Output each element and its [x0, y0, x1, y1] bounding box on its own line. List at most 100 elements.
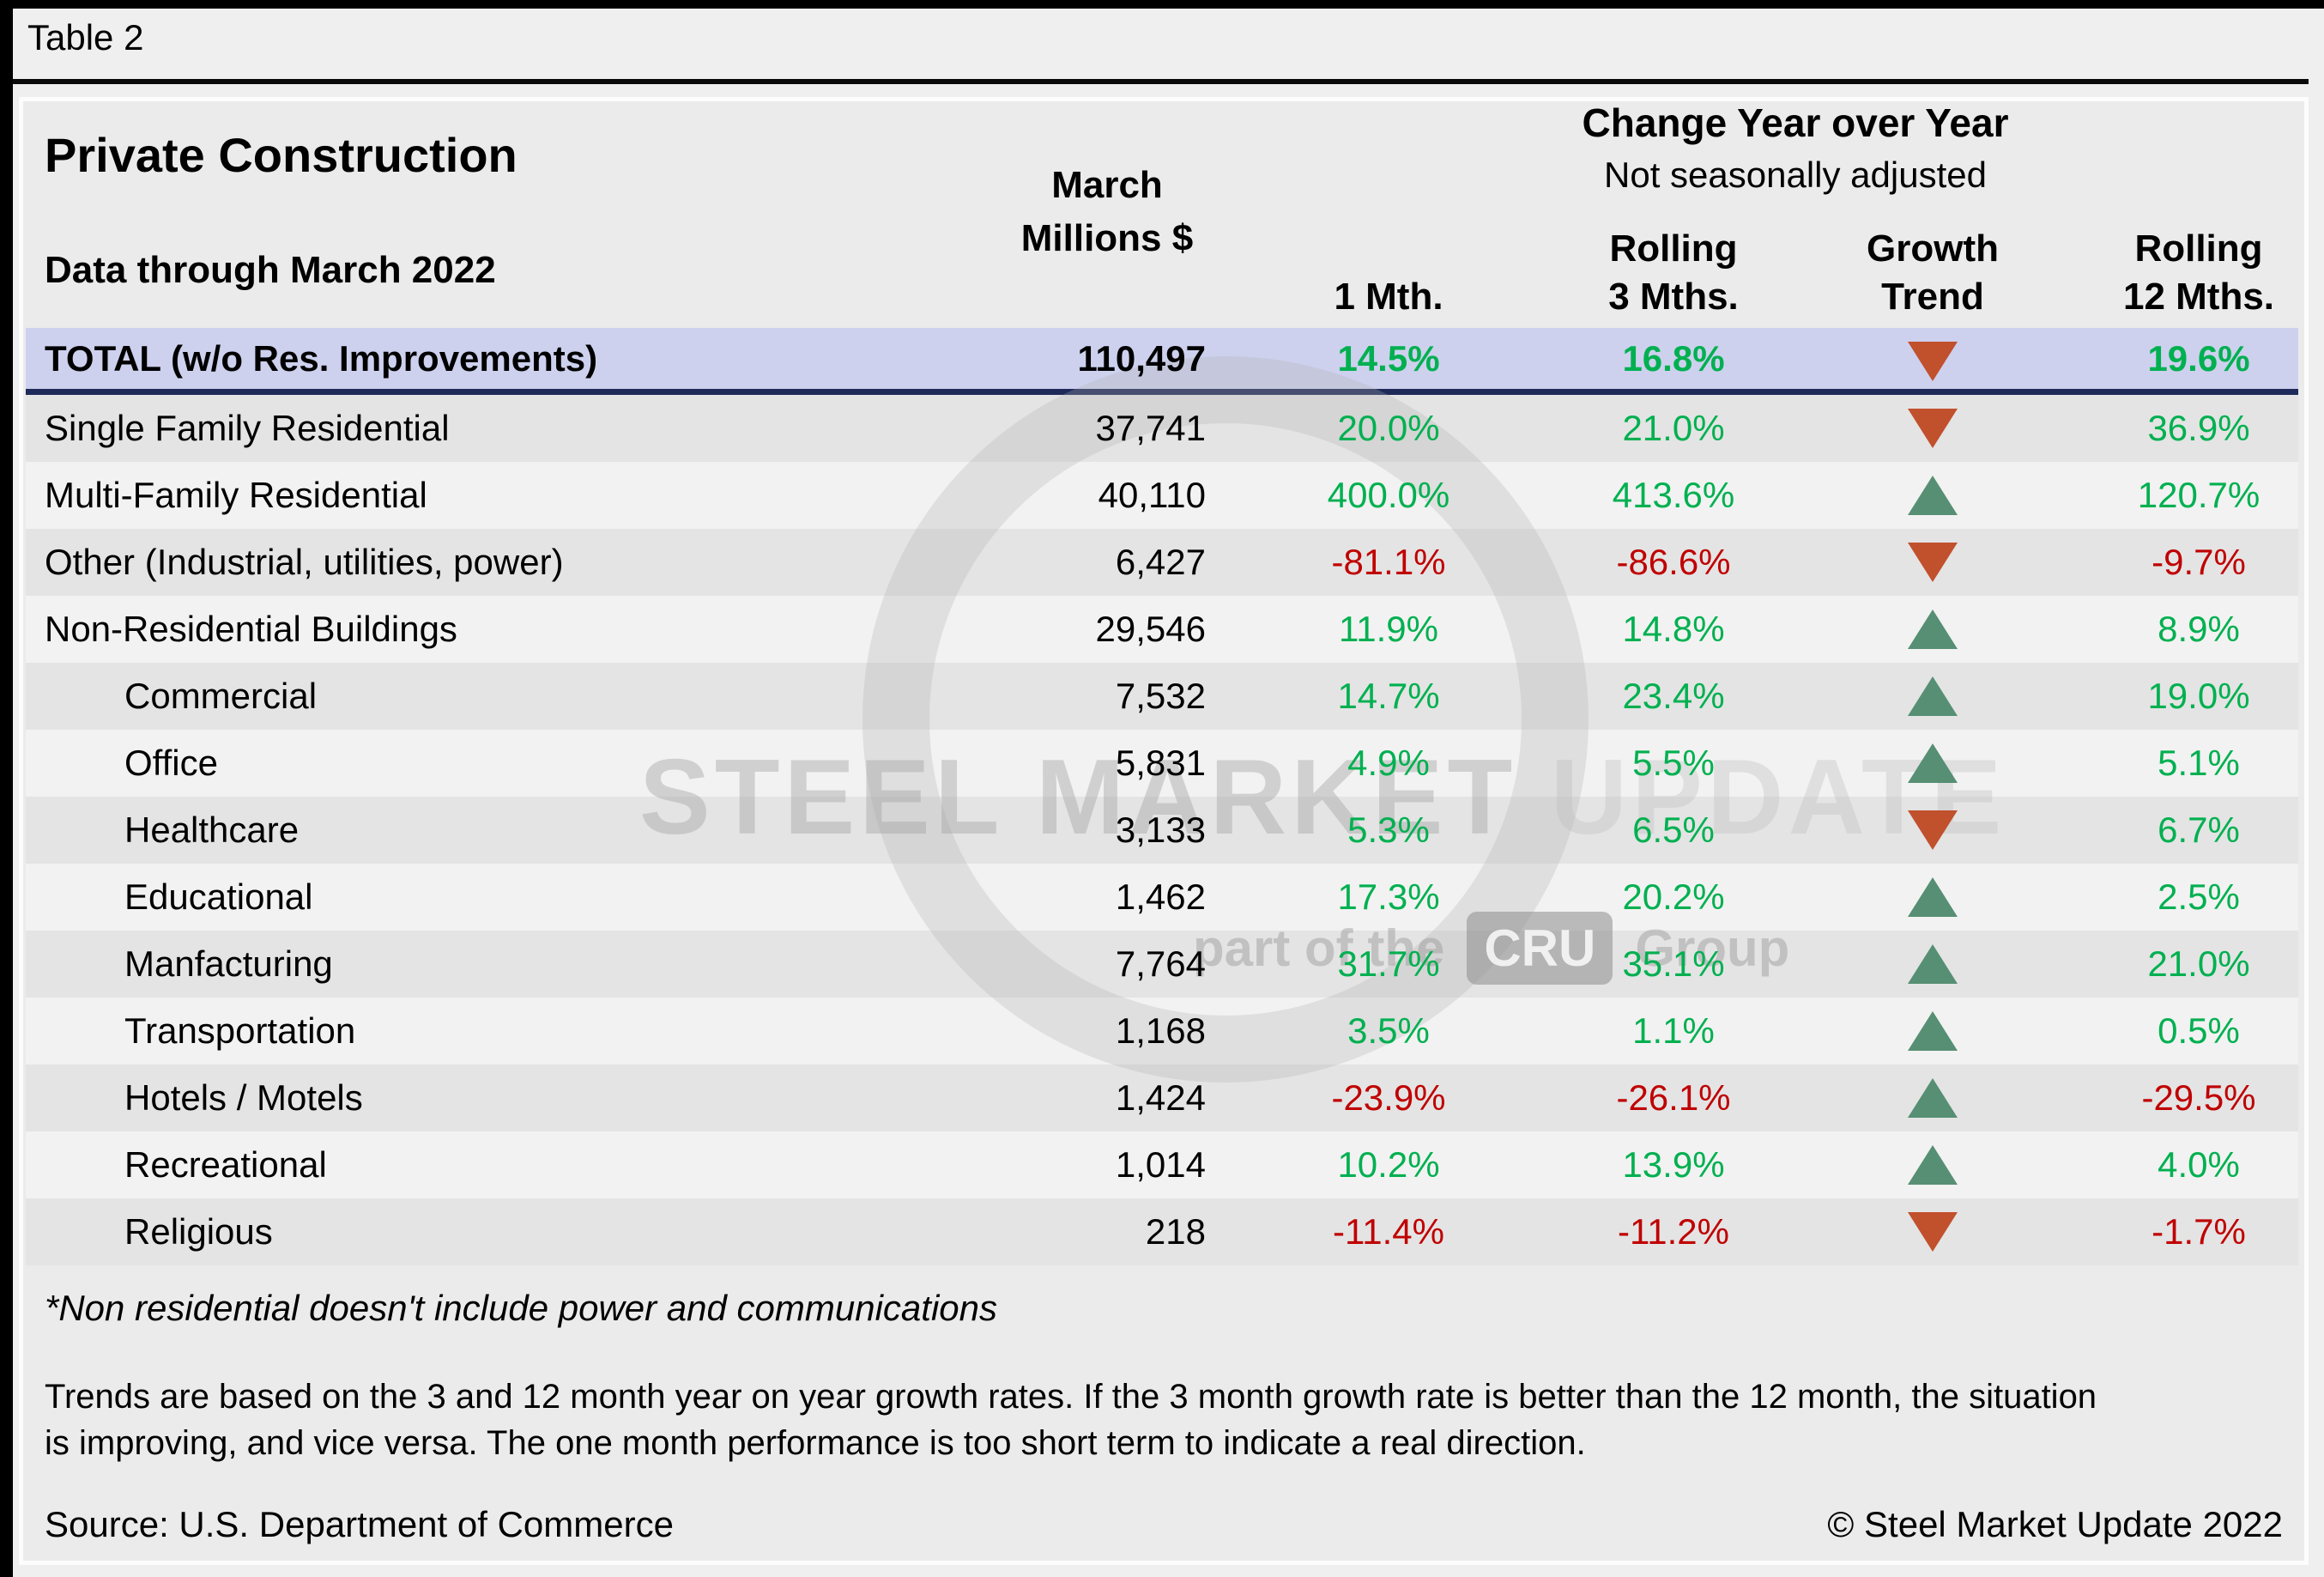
table-number-label: Table 2	[27, 17, 144, 58]
growth-trend-cell	[1804, 663, 2061, 730]
trend-up-icon	[1908, 1145, 1958, 1185]
col-march-value: 37,741	[1095, 408, 1206, 448]
column-header-march-millions: March Millions $	[935, 159, 1279, 265]
col-roll3-value: 21.0%	[1622, 408, 1725, 448]
copyright-notice: © Steel Market Update 2022	[1827, 1504, 2283, 1544]
col-1mth-value: 3.5%	[1347, 1010, 1430, 1051]
col-roll3-value: 14.8%	[1622, 609, 1725, 649]
row-label: Commercial	[124, 676, 318, 716]
col-march-value: 218	[1145, 1211, 1206, 1252]
col-roll12-value: 19.6%	[2147, 338, 2250, 379]
col-1mth-value: 5.3%	[1347, 810, 1430, 850]
table-row: Other (Industrial, utilities, power) 6,42…	[26, 529, 2298, 596]
col-roll3-value: 413.6%	[1612, 475, 1735, 515]
table-row: Transportation 1,168 3.5% 1.1% 0.5%	[26, 998, 2298, 1064]
col-roll12-value: -29.5%	[2141, 1077, 2256, 1118]
col-1mth-value: 14.7%	[1337, 676, 1440, 716]
col-1mth-value: 400.0%	[1327, 475, 1450, 515]
row-label: Manfacturing	[124, 943, 333, 984]
row-label: TOTAL (w/o Res. Improvements)	[45, 338, 598, 379]
trend-up-icon	[1908, 743, 1958, 783]
col-roll3-value: 6.5%	[1632, 810, 1715, 850]
column-header-growth-trend-line2: Trend	[1881, 276, 1984, 318]
non-residential-footnote: *Non residential doesn't include power a…	[45, 1288, 997, 1328]
col-march-value: 1,014	[1115, 1144, 1206, 1185]
column-header-rolling-12mths-line2: 12 Mths.	[2122, 276, 2275, 318]
growth-trend-cell	[1804, 931, 2061, 998]
column-header-rolling-3mths-line1: Rolling	[1609, 227, 1738, 270]
col-1mth-value: -23.9%	[1331, 1077, 1446, 1118]
table-row: Commercial 7,532 14.7% 23.4% 19.0%	[26, 663, 2298, 730]
row-label: Transportation	[124, 1010, 356, 1051]
growth-trend-cell	[1804, 1131, 2061, 1198]
col-roll3-value: -26.1%	[1616, 1077, 1731, 1118]
row-label: Religious	[124, 1211, 273, 1252]
row-label: Multi-Family Residential	[45, 475, 427, 515]
growth-trend-cell	[1804, 1064, 2061, 1131]
col-roll3-value: 35.1%	[1622, 943, 1725, 984]
table-row: Recreational 1,014 10.2% 13.9% 4.0%	[26, 1131, 2298, 1198]
trend-up-icon	[1908, 610, 1958, 649]
col-roll12-value: 0.5%	[2158, 1010, 2240, 1051]
column-header-march-line2: Millions $	[1020, 217, 1194, 259]
growth-trend-cell	[1804, 998, 2061, 1064]
col-roll3-value: 5.5%	[1632, 743, 1715, 783]
row-label: Single Family Residential	[45, 408, 450, 448]
col-march-value: 7,764	[1115, 943, 1206, 984]
trend-up-icon	[1908, 877, 1958, 917]
row-label: Healthcare	[124, 810, 300, 850]
growth-trend-cell	[1804, 462, 2061, 529]
trend-up-icon	[1908, 676, 1958, 716]
col-roll12-value: -9.7%	[2152, 542, 2246, 582]
page-title: Private Construction	[45, 128, 517, 182]
table-row: Healthcare 3,133 5.3% 6.5% 6.7%	[26, 797, 2298, 864]
trend-up-icon	[1908, 476, 1958, 515]
col-1mth-value: 10.2%	[1337, 1144, 1440, 1185]
growth-trend-cell	[1804, 395, 2061, 462]
col-march-value: 1,462	[1115, 876, 1206, 917]
col-march-value: 1,424	[1115, 1077, 1206, 1118]
column-header-growth-trend-line1: Growth	[1867, 227, 1999, 270]
growth-trend-cell	[1804, 596, 2061, 663]
col-roll3-value: -11.2%	[1618, 1211, 1729, 1252]
col-1mth-value: 11.9%	[1339, 609, 1438, 649]
col-1mth-value: 31.7%	[1337, 943, 1440, 984]
column-header-march-line1: March	[1051, 164, 1163, 206]
growth-trend-cell	[1804, 864, 2061, 931]
growth-trend-cell	[1804, 1198, 2061, 1265]
col-roll12-value: 5.1%	[2158, 743, 2240, 783]
growth-trend-cell	[1804, 328, 2061, 395]
growth-trend-cell	[1804, 797, 2061, 864]
col-roll3-value: -86.6%	[1616, 542, 1731, 582]
table-row: TOTAL (w/o Res. Improvements) 110,497 14.5…	[26, 328, 2298, 395]
trend-down-icon	[1908, 543, 1958, 582]
trends-explanation: Trends are based on the 3 and 12 month y…	[45, 1374, 2276, 1466]
header-divider-rule	[13, 79, 2309, 84]
col-march-value: 5,831	[1115, 743, 1206, 783]
col-1mth-value: -81.1%	[1331, 542, 1446, 582]
row-label: Recreational	[124, 1144, 327, 1185]
col-roll3-value: 1.1%	[1632, 1010, 1715, 1051]
table-row: Educational 1,462 17.3% 20.2% 2.5%	[26, 864, 2298, 931]
trend-down-icon	[1908, 409, 1958, 448]
col-march-value: 40,110	[1098, 475, 1206, 515]
col-1mth-value: 20.0%	[1337, 408, 1440, 448]
column-header-rolling-12mths-line1: Rolling	[2134, 227, 2263, 270]
row-label: Educational	[124, 876, 313, 917]
col-roll3-value: 20.2%	[1622, 876, 1725, 917]
trend-up-icon	[1908, 1078, 1958, 1118]
trend-down-icon	[1908, 1212, 1958, 1252]
table-row: Non-Residential Buildings 29,546 11.9% 14.8…	[26, 596, 2298, 663]
column-header-growth-trend: Growth Trend	[1804, 225, 2061, 321]
table-row: Hotels / Motels 1,424 -23.9% -26.1% -29.5%	[26, 1064, 2298, 1131]
col-march-value: 29,546	[1095, 609, 1206, 649]
change-yoy-subtitle: Not seasonally adjusted	[1604, 155, 1987, 195]
row-label: Non-Residential Buildings	[45, 609, 457, 649]
row-label: Office	[124, 743, 218, 783]
col-roll3-value: 23.4%	[1622, 676, 1725, 716]
column-header-rolling-12mths: Rolling 12 Mths.	[2070, 225, 2324, 321]
row-label: Other (Industrial, utilities, power)	[45, 542, 564, 582]
col-march-value: 7,532	[1115, 676, 1206, 716]
col-roll12-value: 21.0%	[2147, 943, 2250, 984]
trend-down-icon	[1908, 810, 1958, 850]
